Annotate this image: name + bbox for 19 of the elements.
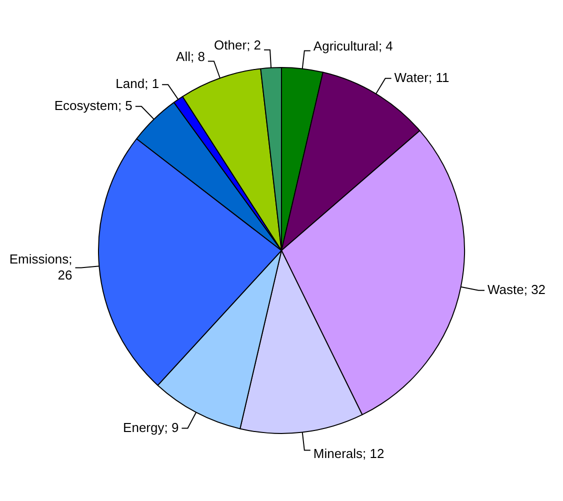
- slice-label: Emissions: [9, 251, 70, 266]
- slice-label: Minerals: [313, 446, 364, 461]
- data-label: ; 11: [428, 70, 450, 85]
- slice-label: Energy: [123, 420, 165, 435]
- data-label: ; 8: [190, 48, 205, 64]
- data-label: ; 5: [118, 98, 132, 113]
- slice-label: Ecosystem: [54, 98, 118, 113]
- data-label: ; 32: [524, 282, 546, 297]
- data-label: ; 4: [378, 38, 393, 54]
- slice-label: Waste: [487, 282, 524, 297]
- slice-label: Other: [214, 37, 248, 52]
- data-label: ; 12: [362, 446, 384, 461]
- slice-label: Water: [394, 70, 430, 85]
- slice-label: Land: [116, 76, 145, 92]
- data-label: ; 1: [144, 76, 160, 92]
- slice-label: Agricultural: [313, 38, 379, 54]
- data-label: ; 2: [246, 37, 262, 52]
- data-label: ; 9: [164, 420, 179, 435]
- slice-label: All: [176, 48, 191, 64]
